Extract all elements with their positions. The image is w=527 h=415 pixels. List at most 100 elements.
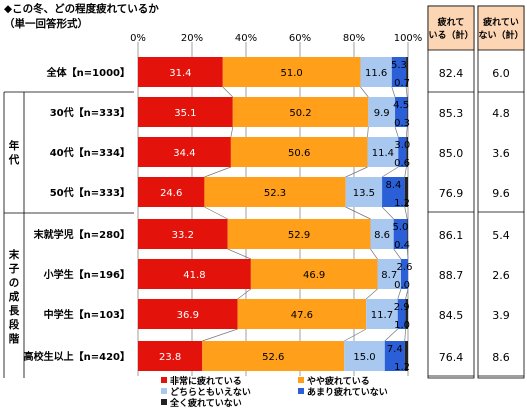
- legend-swatch: [161, 388, 167, 394]
- bar-segment: [232, 97, 369, 127]
- bar-segment: [393, 219, 408, 249]
- summary-value: 76.9: [439, 187, 464, 200]
- connector-line: [227, 248, 251, 260]
- bar-segment: [368, 97, 396, 127]
- connector-line: [404, 328, 406, 342]
- group-label-child: 末子の成長段階: [9, 248, 20, 345]
- connector-line: [404, 166, 407, 178]
- value-label: 41.8: [183, 270, 205, 281]
- value-label: 24.6: [160, 188, 182, 199]
- category-label: 50代【n=333】: [50, 186, 130, 199]
- value-label: 2.9: [394, 302, 410, 313]
- value-label: 13.5: [353, 188, 375, 199]
- connector-line: [345, 166, 368, 178]
- bar-segment: [250, 259, 378, 289]
- summary-value: 3.6: [492, 147, 510, 160]
- value-label: 33.2: [172, 230, 194, 241]
- connector-line: [406, 248, 409, 260]
- bar-segment: [345, 177, 383, 207]
- legend-swatch: [298, 377, 304, 383]
- summary-value: 88.7: [439, 269, 464, 282]
- category-label: 全体【n=1000】: [46, 66, 130, 79]
- summary-header-cell: [477, 5, 525, 51]
- value-label: 51.0: [280, 68, 302, 79]
- connector-line: [384, 328, 398, 342]
- bar-segment: [367, 137, 399, 167]
- x-tick-label: 60%: [289, 33, 311, 44]
- chart-subtitle: （単一回答形式）: [4, 17, 88, 30]
- bar-segments: [138, 57, 408, 371]
- bar-segment: [384, 341, 405, 371]
- value-label: 31.4: [169, 68, 191, 79]
- value-label: 50.6: [288, 148, 310, 159]
- x-tick-label: 80%: [343, 33, 365, 44]
- value-label: 36.9: [177, 310, 199, 321]
- connector-line: [365, 288, 378, 300]
- bar-segment: [138, 259, 251, 289]
- summary-value: 76.4: [439, 351, 464, 364]
- summary-value: 84.5: [439, 309, 464, 322]
- segment-connectors: [202, 86, 409, 342]
- x-tick-label: 20%: [181, 33, 203, 44]
- bar-segment: [138, 97, 233, 127]
- legend-label: 全く疲れていない: [169, 397, 242, 409]
- category-label: 小学生【n=196】: [43, 268, 130, 281]
- value-label: 1.2: [394, 362, 410, 373]
- bar-segment: [138, 219, 228, 249]
- bar-segment: [230, 137, 368, 167]
- connector-line: [222, 86, 234, 98]
- value-label: 5.0: [392, 222, 408, 233]
- bar-segment: [404, 341, 408, 371]
- x-tick-labels: 0% 20% 40% 60% 80% 100%: [130, 33, 422, 44]
- summary-value: 6.0: [492, 67, 510, 80]
- summary-header: 疲れている（計）: [428, 16, 473, 41]
- connector-line: [404, 206, 408, 220]
- bar-segment: [138, 57, 223, 87]
- value-label: 15.0: [353, 352, 375, 363]
- value-label: 0.4: [394, 240, 410, 251]
- value-label: 8.6: [374, 230, 390, 241]
- value-label: 52.3: [264, 188, 286, 199]
- value-label: 2.6: [397, 262, 413, 273]
- connector-line: [237, 288, 252, 300]
- legend-swatch: [298, 388, 304, 394]
- connector-line: [381, 166, 399, 178]
- bar-segment: [370, 219, 394, 249]
- category-label: 40代【n=334】: [50, 146, 130, 159]
- value-label: 0.6: [394, 158, 410, 169]
- bar-segment: [344, 341, 385, 371]
- bar-segment: [398, 137, 407, 167]
- bar-segment: [400, 259, 408, 289]
- connector-line: [394, 126, 399, 138]
- value-label: 8.7: [381, 270, 397, 281]
- bar-segment: [222, 57, 361, 87]
- connector-line: [360, 86, 369, 98]
- connector-line: [230, 126, 234, 138]
- connector-line: [204, 166, 232, 178]
- chart-title: ◆この冬、どの程度疲れているか: [4, 2, 159, 15]
- category-label: 中学生【n=103】: [44, 308, 130, 321]
- value-label: 23.8: [159, 352, 181, 363]
- x-tick-label: 100%: [394, 33, 423, 44]
- value-label: 7.4: [387, 344, 403, 355]
- value-label: 35.1: [174, 108, 196, 119]
- summary-table: 疲れている（計）疲れていない（計） 82.4 6.0 85.3 4.8 85.0 3.6 76…: [427, 5, 525, 379]
- bar-segment: [404, 177, 408, 207]
- category-labels: 全体【n=1000】 30代【n=333】 40代【n=334】 50代【n=333】…: [24, 66, 130, 363]
- x-tick-label: 40%: [235, 33, 257, 44]
- summary-value: 85.0: [439, 147, 464, 160]
- connector-line: [344, 328, 367, 342]
- connector-line: [391, 86, 396, 98]
- category-label: 30代【n=333】: [50, 106, 130, 119]
- bar-segment: [138, 137, 231, 167]
- legend-label: あまり疲れていない: [307, 386, 388, 398]
- bar-segment: [138, 299, 238, 329]
- value-label: 52.9: [288, 230, 310, 241]
- bar-segment: [227, 219, 371, 249]
- summary-header-cell: [427, 5, 475, 51]
- summary-value: 8.6: [492, 351, 510, 364]
- value-label: 50.2: [289, 108, 311, 119]
- value-label: 11.4: [372, 148, 394, 159]
